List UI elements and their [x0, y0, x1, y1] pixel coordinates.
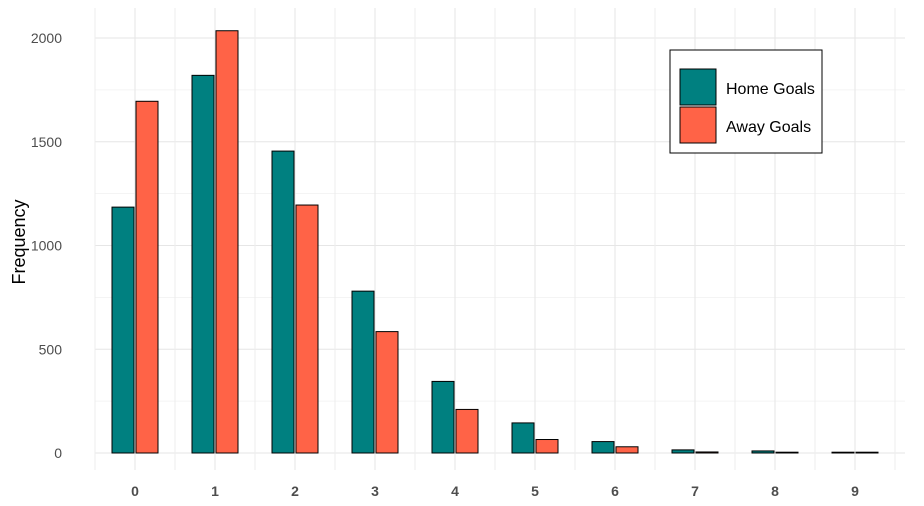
bar-away-goals-2: [295, 204, 319, 454]
x-tick-label: 2: [291, 483, 299, 499]
bar-away-goals-1: [215, 30, 239, 454]
bar-home-goals-7: [671, 449, 695, 454]
bar-away-goals-7: [695, 451, 719, 454]
legend-swatch-away-goals: [679, 106, 717, 144]
y-tick-label: 2000: [31, 30, 62, 46]
bar-home-goals-9: [831, 451, 855, 454]
y-axis-ticks: 0 500 1000 1500 2000: [31, 30, 62, 461]
x-tick-label: 4: [451, 483, 459, 499]
bar-home-goals-8: [751, 450, 775, 454]
bar-away-goals-5: [535, 439, 559, 454]
x-tick-label: 8: [771, 483, 779, 499]
x-tick-label: 7: [691, 483, 699, 499]
bar-away-goals-4: [455, 408, 479, 454]
y-tick-label: 1500: [31, 134, 62, 150]
legend: Home Goals Away Goals: [669, 49, 823, 154]
bar-home-goals-6: [591, 441, 615, 454]
bar-away-goals-3: [375, 331, 399, 454]
y-tick-label: 1000: [31, 238, 62, 254]
x-tick-label: 5: [531, 483, 539, 499]
bar-home-goals-2: [271, 150, 295, 454]
y-axis-title: Frequency: [9, 199, 29, 284]
legend-label-away-goals: Away Goals: [726, 119, 811, 136]
legend-swatch-home-goals: [679, 68, 717, 106]
x-axis-ticks: 0 1 2 3 4 5 6 7 8 9: [131, 483, 859, 499]
bar-home-goals-3: [351, 290, 375, 454]
bar-away-goals-9: [855, 451, 879, 454]
y-tick-label: 500: [39, 341, 63, 357]
bar-away-goals-8: [775, 451, 799, 454]
bar-away-goals-0: [135, 100, 159, 454]
bar-away-goals-6: [615, 446, 639, 454]
x-tick-label: 9: [851, 483, 859, 499]
bar-home-goals-5: [511, 422, 535, 454]
bar-home-goals-4: [431, 380, 455, 454]
legend-label-home-goals: Home Goals: [726, 81, 815, 98]
x-tick-label: 1: [211, 483, 219, 499]
x-tick-label: 3: [371, 483, 379, 499]
x-tick-label: 6: [611, 483, 619, 499]
bar-home-goals-1: [191, 74, 215, 454]
y-tick-label: 0: [54, 445, 62, 461]
bar-home-goals-0: [111, 206, 135, 454]
x-tick-label: 0: [131, 483, 139, 499]
bars: [111, 30, 879, 454]
